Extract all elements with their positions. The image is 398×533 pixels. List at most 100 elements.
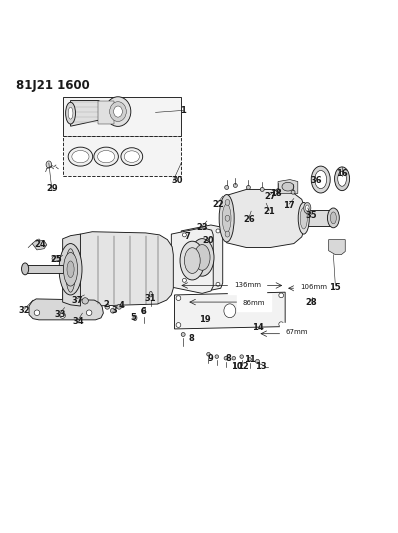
Ellipse shape: [315, 171, 327, 189]
Bar: [304, 210, 334, 226]
Text: 15: 15: [330, 282, 341, 292]
Ellipse shape: [300, 208, 307, 229]
Text: 24: 24: [34, 240, 46, 249]
Text: 20: 20: [203, 236, 214, 245]
Text: 30: 30: [172, 176, 183, 185]
Ellipse shape: [149, 292, 152, 297]
Polygon shape: [29, 299, 103, 320]
Ellipse shape: [279, 293, 284, 298]
Ellipse shape: [330, 212, 336, 224]
Ellipse shape: [282, 182, 294, 191]
Ellipse shape: [180, 241, 205, 280]
Ellipse shape: [256, 359, 259, 364]
Bar: [62, 96, 181, 136]
Text: 1: 1: [180, 106, 186, 115]
Text: 6: 6: [141, 308, 146, 317]
Text: 19: 19: [199, 316, 211, 325]
Text: 18: 18: [270, 189, 281, 198]
Ellipse shape: [105, 97, 131, 126]
Ellipse shape: [182, 233, 186, 237]
Ellipse shape: [66, 102, 76, 124]
Ellipse shape: [232, 357, 236, 360]
Polygon shape: [62, 232, 173, 306]
Polygon shape: [278, 180, 298, 193]
Ellipse shape: [260, 188, 264, 191]
Ellipse shape: [111, 309, 115, 313]
Ellipse shape: [225, 231, 230, 237]
Text: 14: 14: [252, 323, 263, 332]
Ellipse shape: [98, 150, 115, 163]
Text: 10: 10: [231, 361, 243, 370]
Text: 27: 27: [264, 192, 276, 200]
Text: 7: 7: [184, 232, 190, 241]
Bar: [25, 264, 62, 273]
Ellipse shape: [60, 313, 65, 318]
Polygon shape: [227, 189, 304, 247]
Ellipse shape: [182, 278, 186, 282]
Polygon shape: [32, 240, 47, 250]
Polygon shape: [329, 240, 345, 255]
Text: 25: 25: [50, 255, 62, 264]
Ellipse shape: [72, 150, 89, 163]
Ellipse shape: [216, 229, 220, 233]
Text: 29: 29: [46, 184, 58, 193]
Text: 9: 9: [207, 354, 213, 362]
Text: 26: 26: [243, 215, 255, 224]
Ellipse shape: [194, 245, 210, 270]
Text: 37: 37: [72, 296, 83, 304]
Ellipse shape: [68, 147, 93, 166]
Polygon shape: [62, 234, 80, 306]
Text: 31: 31: [145, 294, 156, 303]
Ellipse shape: [52, 256, 60, 261]
Text: 86mm: 86mm: [242, 300, 265, 306]
Ellipse shape: [86, 310, 92, 316]
Ellipse shape: [124, 151, 139, 163]
Ellipse shape: [224, 357, 228, 360]
Ellipse shape: [190, 239, 214, 276]
Text: 5: 5: [131, 312, 137, 321]
Text: 22: 22: [212, 199, 224, 208]
Ellipse shape: [328, 208, 339, 228]
Text: 8: 8: [226, 354, 232, 362]
Text: 12: 12: [237, 361, 249, 370]
Polygon shape: [174, 292, 285, 329]
Text: 35: 35: [305, 212, 317, 221]
Text: 28: 28: [306, 298, 318, 308]
Text: 81J21 1600: 81J21 1600: [16, 79, 90, 92]
Ellipse shape: [117, 304, 121, 309]
Ellipse shape: [335, 167, 349, 191]
Ellipse shape: [133, 315, 137, 321]
Ellipse shape: [338, 171, 346, 186]
Text: 106mm: 106mm: [300, 284, 327, 290]
Text: 34: 34: [73, 317, 84, 326]
Ellipse shape: [225, 215, 230, 221]
Text: 13: 13: [255, 361, 267, 370]
Ellipse shape: [21, 263, 29, 275]
Polygon shape: [181, 225, 223, 290]
Ellipse shape: [233, 183, 237, 188]
Ellipse shape: [63, 253, 78, 286]
Ellipse shape: [304, 203, 311, 214]
Text: 36: 36: [310, 176, 322, 185]
Ellipse shape: [94, 147, 118, 166]
Ellipse shape: [222, 204, 231, 232]
Ellipse shape: [176, 296, 181, 301]
Ellipse shape: [291, 190, 295, 194]
Text: 32: 32: [18, 306, 30, 315]
Ellipse shape: [46, 161, 52, 168]
Ellipse shape: [311, 166, 330, 193]
Ellipse shape: [298, 203, 309, 234]
Ellipse shape: [110, 102, 126, 122]
Ellipse shape: [306, 205, 309, 211]
Text: 8: 8: [188, 334, 194, 343]
Ellipse shape: [34, 310, 40, 316]
Polygon shape: [70, 101, 108, 126]
Bar: [98, 101, 114, 124]
Ellipse shape: [216, 282, 220, 286]
Text: 33: 33: [54, 310, 66, 319]
Bar: [62, 136, 181, 175]
Ellipse shape: [176, 322, 181, 327]
Text: 16: 16: [336, 169, 348, 178]
Ellipse shape: [224, 304, 236, 318]
Polygon shape: [171, 228, 213, 293]
